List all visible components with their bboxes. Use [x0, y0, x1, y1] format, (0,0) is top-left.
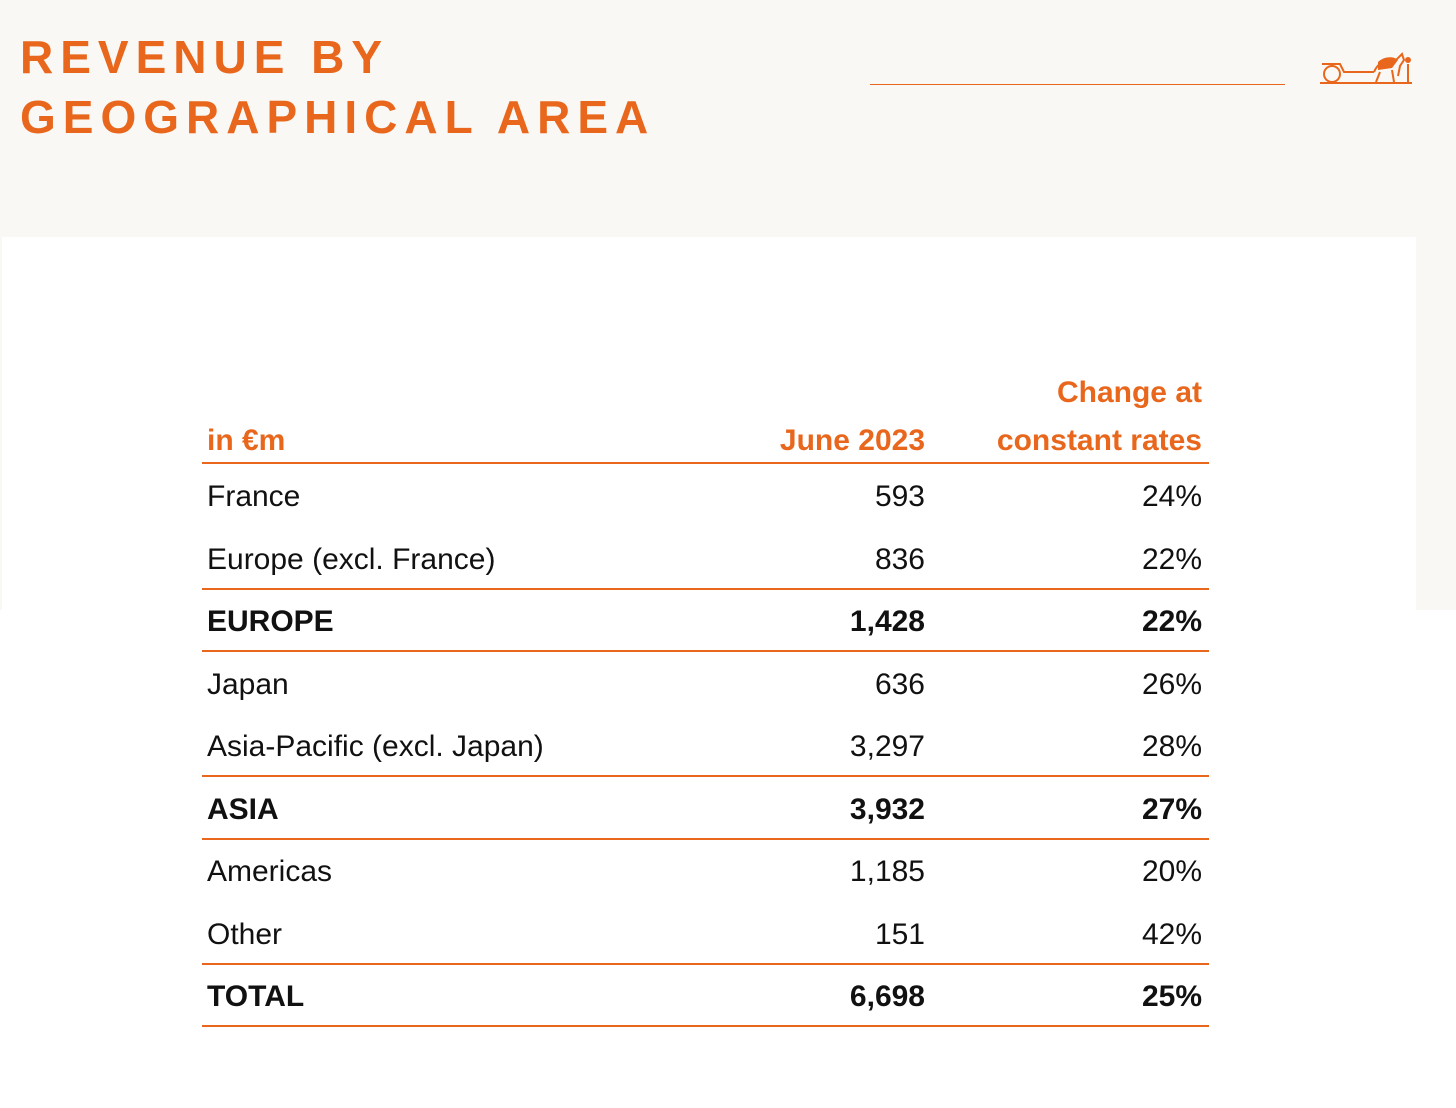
table-value: 20% [1141, 855, 1202, 888]
header-rule [870, 84, 1285, 85]
title: REVENUE BY [20, 31, 390, 83]
table-rule [202, 462, 1209, 464]
table-value: 3,932 [849, 792, 925, 826]
table-value: 636 [874, 667, 925, 701]
row-label: Other [207, 917, 283, 951]
table-value: 6,698 [849, 980, 925, 1013]
row-label: Japan [207, 667, 289, 701]
table-value: 22% [1141, 605, 1202, 638]
table-value: 1,185 [849, 855, 925, 888]
table-value: 836 [874, 542, 925, 576]
table-rule [202, 775, 1209, 777]
table-value: 24% [1141, 480, 1202, 513]
table-value: 25% [1141, 980, 1202, 1013]
row-label: TOTAL [207, 980, 305, 1013]
column-header: June 2023 [779, 424, 925, 457]
table-rule [202, 1025, 1209, 1027]
table-value: 27% [1141, 792, 1202, 826]
panel [2, 237, 1416, 610]
row-label: Americas [207, 855, 333, 888]
table-value: 1,428 [849, 605, 925, 638]
title: GEOGRAPHICAL AREA [20, 91, 656, 143]
table-rule [202, 587, 1209, 590]
logo [1320, 52, 1412, 84]
table-value: 26% [1141, 667, 1202, 701]
row-label: Asia-Pacific (excl. Japan) [207, 730, 544, 763]
table-rule [202, 650, 1209, 652]
column-header: Change at [1056, 376, 1202, 409]
row-label: France [207, 480, 301, 513]
row-label: ASIA [207, 792, 279, 826]
table-rule [202, 962, 1209, 965]
table-value: 28% [1141, 730, 1202, 763]
table-value: 22% [1141, 542, 1202, 576]
table-value: 3,297 [849, 730, 925, 763]
table-rule [202, 837, 1209, 840]
table-value: 593 [874, 480, 925, 513]
row-label: EUROPE [207, 605, 334, 638]
column-header: in €m [207, 424, 286, 457]
row-label: Europe (excl. France) [207, 542, 496, 576]
table-value: 151 [874, 917, 925, 951]
column-header: constant rates [996, 424, 1202, 457]
table-value: 42% [1141, 917, 1202, 951]
